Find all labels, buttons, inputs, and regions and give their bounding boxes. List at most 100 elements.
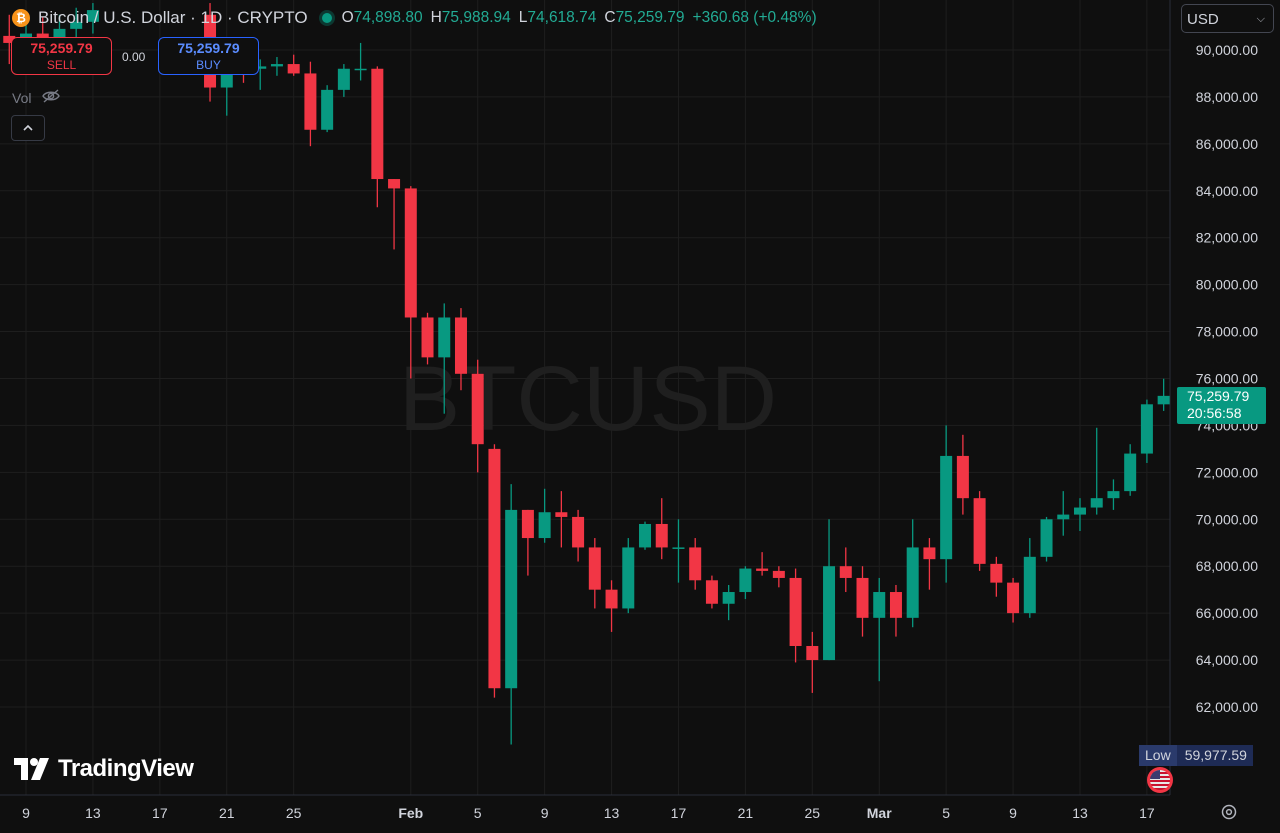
candle-body (906, 547, 919, 618)
collapse-legend-button[interactable] (11, 115, 45, 141)
candle-up (1073, 498, 1086, 532)
market-status-dot[interactable] (321, 13, 332, 23)
sell-button[interactable]: 75,259.79 SELL (11, 37, 112, 75)
candle-body (521, 509, 534, 539)
candle-body (1140, 404, 1153, 454)
price-tick-label: 80,000.00 (1196, 277, 1258, 293)
time-tick-label: 17 (1139, 805, 1155, 821)
candle-body (839, 566, 852, 578)
candle-body (270, 64, 283, 67)
tradingview-icon (14, 758, 49, 780)
high-label: H (430, 9, 442, 26)
tradingview-logo[interactable]: TradingView (14, 755, 194, 783)
candle-body (806, 645, 819, 661)
last-price-label: 75,259.79 20:56:58 (1177, 387, 1266, 424)
candle-body (505, 509, 518, 689)
time-tick-label: 13 (85, 805, 101, 821)
candle-body (639, 523, 652, 548)
last-price: 75,259.79 (1187, 388, 1250, 404)
candle-body (53, 28, 66, 39)
candle-down (605, 580, 618, 632)
candle-body (756, 568, 769, 571)
candle-up (622, 538, 635, 614)
candle-down (923, 538, 936, 590)
candle-up (86, 3, 99, 34)
candle-up (438, 303, 451, 414)
candle-up (873, 577, 886, 682)
candle-up (1107, 479, 1120, 510)
candle-body (321, 89, 334, 130)
candle-body (722, 592, 735, 604)
buy-price: 75,259.79 (177, 40, 240, 56)
candle-down (521, 509, 534, 576)
price-tick-label: 72,000.00 (1196, 464, 1258, 480)
chart-grid (0, 0, 1171, 796)
candle-body (973, 498, 986, 564)
eye-off-icon[interactable] (41, 88, 61, 107)
candle-down (421, 312, 434, 365)
close-value: 75,259.79 (615, 9, 685, 26)
candle-body (488, 448, 501, 689)
candle-down (806, 631, 819, 693)
bitcoin-icon: ₿ (12, 9, 30, 27)
candle-up (639, 521, 652, 550)
time-tick-label: 13 (604, 805, 620, 821)
chevron-down-icon: ⌵ (1256, 13, 1265, 25)
price-tick-label: 64,000.00 (1196, 652, 1258, 668)
time-tick-label: 13 (1072, 805, 1088, 821)
candle-body (1040, 519, 1053, 557)
candle-body (86, 10, 99, 22)
chevron-up-icon (23, 124, 33, 131)
symbol-title[interactable]: Bitcoin / U.S. Dollar · 1D · CRYPTO (38, 8, 308, 27)
settings-icon[interactable] (1220, 803, 1238, 821)
candle-body (739, 568, 752, 593)
candle-up (823, 519, 836, 661)
currency-value: USD (1187, 11, 1219, 28)
candle-down (789, 568, 802, 663)
candle-body (605, 589, 618, 609)
currency-select[interactable]: USD ⌵ (1181, 4, 1274, 33)
spread-value: 0.00 (122, 50, 146, 64)
price-tick-label: 88,000.00 (1196, 89, 1258, 105)
us-flag-icon[interactable] (1147, 767, 1173, 793)
volume-indicator[interactable]: Vol (12, 88, 61, 107)
candle-body (1057, 514, 1070, 520)
candle-up (1023, 538, 1036, 618)
candle-body (572, 516, 585, 548)
candle-down (956, 434, 969, 515)
candle-up (739, 566, 752, 600)
candle-body (354, 68, 367, 71)
sell-price: 75,259.79 (30, 40, 93, 56)
candle-down (705, 575, 718, 609)
price-tick-label: 78,000.00 (1196, 324, 1258, 340)
candle-body (1124, 453, 1137, 492)
candle-down (689, 538, 702, 590)
candle-body (454, 317, 467, 374)
open-value: 74,898.80 (353, 9, 423, 26)
candle-up (1040, 516, 1053, 562)
candle-up (1090, 427, 1103, 515)
candle-body (555, 512, 568, 517)
candle-body (70, 21, 83, 29)
candle-up (722, 584, 735, 621)
candle-body (404, 188, 417, 318)
candle-down (3, 14, 16, 65)
candle-down (555, 491, 568, 548)
low-value: 74,618.74 (527, 9, 597, 26)
candle-up (1140, 399, 1153, 463)
candle-down (572, 509, 585, 562)
candle-up (254, 59, 267, 90)
candle-up (354, 42, 367, 81)
candle-body (672, 547, 685, 549)
candle-body (940, 455, 953, 560)
candle-body (956, 455, 969, 499)
candle-body (588, 547, 601, 590)
candle-down (488, 444, 501, 698)
time-tick-label: 21 (738, 805, 754, 821)
price-tick-label: 82,000.00 (1196, 230, 1258, 246)
brand-name: TradingView (58, 755, 194, 782)
price-tick-label: 68,000.00 (1196, 558, 1258, 574)
buy-button[interactable]: 75,259.79 BUY (158, 37, 259, 75)
